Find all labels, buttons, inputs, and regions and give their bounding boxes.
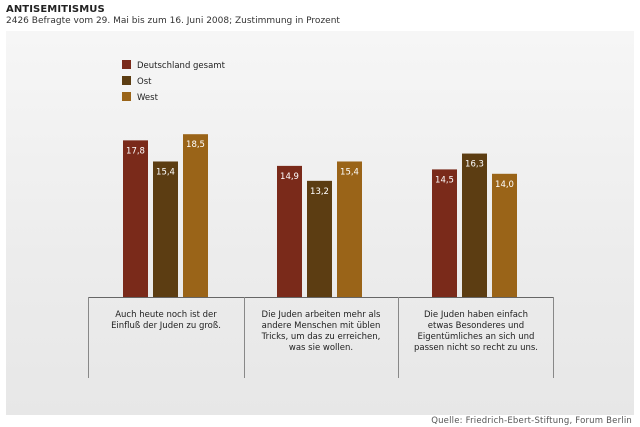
legend-label: West <box>137 93 159 103</box>
bar-value-label: 15,4 <box>156 167 175 177</box>
bar-value-label: 15,4 <box>340 167 359 177</box>
bar-value-label: 14,0 <box>495 180 514 190</box>
bar <box>337 161 362 297</box>
legend-swatch <box>122 92 131 101</box>
bar <box>432 169 457 297</box>
category-label: Auch heute noch ist der Einfluß der Juden… <box>111 310 221 331</box>
legend-label: Ost <box>137 77 152 87</box>
category-label: Die Juden haben einfach etwas Besonderes … <box>414 310 538 353</box>
legend-swatch <box>122 60 131 69</box>
bar <box>307 180 332 297</box>
bar-value-label: 14,5 <box>435 175 454 185</box>
bar <box>183 134 208 297</box>
category-label: Die Juden arbeiten mehr als andere Mensch… <box>261 310 381 353</box>
bar-value-label: 14,9 <box>280 172 299 182</box>
bar-value-label: 13,2 <box>310 187 329 197</box>
category-label-line: passen nicht so recht zu uns. <box>414 343 538 353</box>
source-note: Quelle: Friedrich-Ebert-Stiftung, Forum … <box>431 416 632 426</box>
bar-value-label: 16,3 <box>465 160 484 170</box>
category-label-line: Die Juden arbeiten mehr als <box>262 310 381 320</box>
category-label-line: Die Juden haben einfach <box>424 310 528 320</box>
bar <box>123 140 148 297</box>
bar <box>153 161 178 297</box>
legend-label: Deutschland gesamt <box>137 61 226 71</box>
chart-subtitle: 2426 Befragte vom 29. Mai bis zum 16. Ju… <box>6 16 340 26</box>
bar-value-label: 18,5 <box>186 140 205 150</box>
bar <box>462 153 487 297</box>
category-label-line: Auch heute noch ist der <box>115 310 217 320</box>
category-label-line: andere Menschen mit üblen <box>262 321 381 331</box>
bar-value-label: 17,8 <box>126 146 145 156</box>
category-label-line: Einfluß der Juden zu groß. <box>111 321 221 331</box>
chart-title: ANTISEMITISMUS <box>6 4 105 15</box>
legend-swatch <box>122 76 131 85</box>
bar <box>277 165 302 297</box>
category-label-line: Tricks, um das zu erreichen, <box>261 332 381 342</box>
category-label-line: Eigentümliches an sich und <box>418 332 535 342</box>
category-label-line: was sie wollen. <box>289 343 353 353</box>
bar <box>492 173 517 297</box>
category-label-line: etwas Besonderes und <box>428 321 524 331</box>
